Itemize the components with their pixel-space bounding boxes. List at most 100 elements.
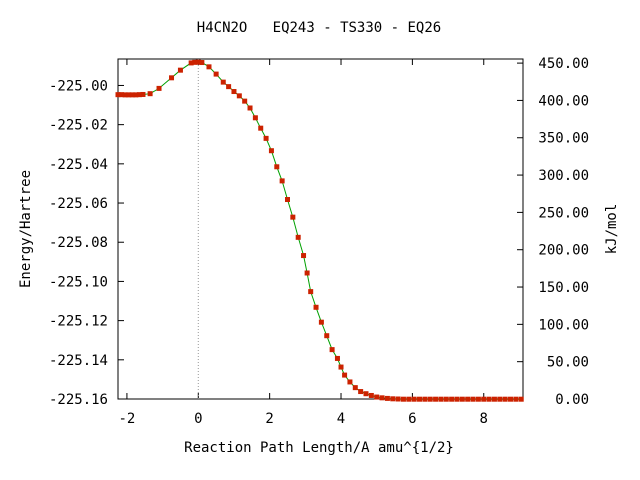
y2-tick-label: 400.00 [538, 93, 589, 109]
data-point [433, 396, 439, 402]
data-point [129, 92, 135, 98]
data-point [156, 85, 162, 91]
y2-axis-ticks: 0.00 50.00 100.00 150.00 200.00 250.00 300.00 3… [517, 56, 589, 408]
x-axis-label: Reaction Path Length/A amu^{1/2} [184, 440, 454, 456]
data-point [334, 355, 340, 361]
data-point [400, 396, 406, 402]
data-point [188, 60, 194, 66]
x-tick-label: 6 [408, 411, 416, 427]
data-point [304, 270, 310, 276]
data-point [374, 394, 380, 400]
data-point [136, 92, 142, 98]
y-axis-label: Energy/Hartree [18, 170, 34, 288]
data-point [518, 396, 524, 402]
data-point [497, 396, 503, 402]
x-tick-label: 0 [194, 411, 202, 427]
y2-tick-label: 250.00 [538, 205, 589, 221]
data-point [213, 71, 219, 77]
data-point [295, 234, 301, 240]
data-point [220, 79, 226, 85]
data-point [384, 395, 390, 401]
y2-tick-label: 300.00 [538, 168, 589, 184]
data-point [247, 105, 253, 111]
data-point [390, 396, 396, 402]
data-point [126, 92, 132, 98]
data-point [491, 396, 497, 402]
y-tick-label: -225.04 [49, 157, 108, 173]
data-point [308, 289, 314, 295]
y-tick-label: -225.16 [49, 392, 108, 408]
data-point [263, 135, 269, 141]
data-point [406, 396, 412, 402]
data-point [368, 392, 374, 398]
data-point [459, 396, 465, 402]
data-point [352, 385, 358, 391]
data-point [226, 84, 232, 90]
data-point [417, 396, 423, 402]
data-point [449, 396, 455, 402]
data-point [470, 396, 476, 402]
y-tick-label: -225.12 [49, 314, 108, 330]
energy-curve-line [118, 61, 522, 400]
y2-tick-label: 450.00 [538, 56, 589, 72]
y2-tick-label: 0.00 [555, 392, 589, 408]
data-point [133, 92, 139, 98]
data-point [443, 396, 449, 402]
x-axis-ticks: -2 0 2 4 6 8 [118, 59, 488, 427]
data-point [140, 91, 146, 97]
data-point [363, 391, 369, 397]
data-point [199, 60, 205, 66]
data-point [115, 92, 121, 98]
data-point [279, 178, 285, 184]
y2-tick-label: 100.00 [538, 317, 589, 333]
y-tick-label: -225.00 [49, 78, 108, 94]
data-point [422, 396, 428, 402]
y2-axis-label: kJ/mol [604, 204, 620, 255]
y-tick-label: -225.08 [49, 235, 108, 251]
data-point [347, 379, 353, 385]
data-point [481, 396, 487, 402]
y-tick-label: -225.14 [49, 353, 108, 369]
plot-frame [117, 58, 524, 400]
x-tick-label: 2 [265, 411, 273, 427]
data-point [411, 396, 417, 402]
data-point [379, 395, 385, 401]
y2-tick-label: 50.00 [547, 355, 589, 371]
data-point [342, 372, 348, 378]
x-tick-label: 4 [337, 411, 345, 427]
data-point [508, 396, 514, 402]
data-point [513, 396, 519, 402]
y-tick-label: -225.10 [49, 274, 108, 290]
data-point [192, 59, 198, 65]
data-point [274, 164, 280, 170]
data-point [465, 396, 471, 402]
y2-tick-label: 200.00 [538, 243, 589, 259]
data-point [395, 396, 401, 402]
data-point [454, 396, 460, 402]
x-tick-label: -2 [118, 411, 135, 427]
data-point [329, 347, 335, 353]
data-point [475, 396, 481, 402]
data-point [438, 396, 444, 402]
data-point [427, 396, 433, 402]
data-point [486, 396, 492, 402]
chart-title: H4CN2O EQ243 - TS330 - EQ26 [197, 20, 441, 36]
y2-tick-label: 150.00 [538, 280, 589, 296]
data-point [195, 59, 201, 65]
data-point [252, 115, 258, 121]
data-point [313, 304, 319, 310]
data-point [290, 214, 296, 220]
data-point [177, 67, 183, 73]
data-point [206, 64, 212, 70]
data-point [502, 396, 508, 402]
data-point [236, 93, 242, 99]
data-point [318, 319, 324, 325]
data-point [147, 91, 153, 97]
x-tick-label: 8 [480, 411, 488, 427]
data-point [301, 253, 307, 259]
data-point [324, 333, 330, 339]
y2-tick-label: 350.00 [538, 131, 589, 147]
data-point [119, 92, 125, 98]
data-point [258, 125, 264, 131]
